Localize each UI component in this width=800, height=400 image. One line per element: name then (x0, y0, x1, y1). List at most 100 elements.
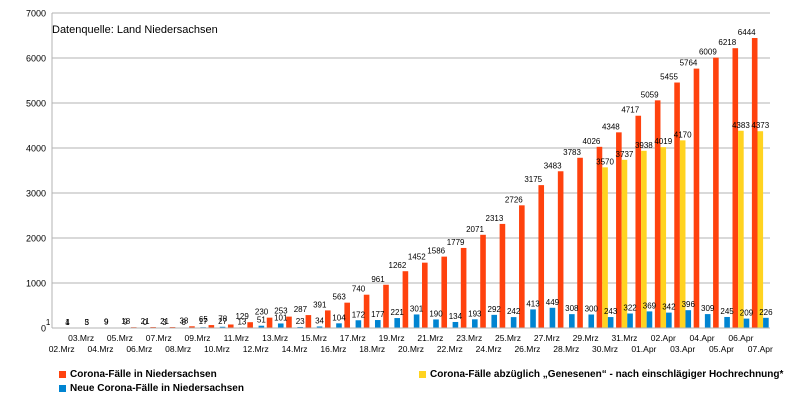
y-tick-label: 1000 (26, 279, 46, 289)
data-label: 243 (604, 307, 618, 316)
bar (530, 309, 536, 328)
source-note: Datenquelle: Land Niedersachsen (52, 24, 218, 36)
bar (499, 223, 506, 328)
x-tick-label: 25.Mrz (495, 333, 521, 343)
x-tick-label: 07.Apr (748, 344, 773, 354)
data-label: 6218 (718, 38, 736, 47)
data-label: 65 (199, 315, 208, 324)
x-tick-label: 01.Apr (631, 344, 656, 354)
data-label: 134 (449, 312, 463, 321)
x-tick-label: 13.Mrz (262, 333, 288, 343)
bar (654, 100, 661, 328)
data-label: 4383 (732, 121, 750, 130)
bar (452, 321, 459, 328)
x-tick-label: 24.Mrz (476, 344, 502, 354)
data-label: 6444 (738, 28, 756, 37)
data-label: 3783 (563, 148, 581, 157)
legend-label: Corona-Fälle in Niedersachsen (70, 369, 217, 380)
legend-item-total-cases: Corona-Fälle in Niedersachsen (59, 369, 217, 380)
data-label: 0 (143, 318, 148, 327)
bar (557, 171, 564, 328)
bar (627, 313, 633, 328)
data-label: 101 (274, 313, 288, 322)
bar (247, 322, 253, 328)
data-label: 563 (333, 293, 347, 302)
bar (519, 205, 525, 328)
bar (588, 314, 595, 328)
x-tick-label: 02.Mrz (49, 344, 75, 354)
bar (336, 323, 342, 328)
x-tick-label: 15.Mrz (301, 333, 327, 343)
bar (693, 68, 700, 329)
data-label: 9 (104, 318, 109, 327)
bar (674, 82, 680, 329)
data-label: 221 (391, 308, 405, 317)
data-label: 27 (218, 317, 227, 326)
bar (344, 302, 350, 328)
data-label: 5764 (680, 59, 698, 68)
data-label: 4373 (751, 121, 769, 130)
data-label: 226 (759, 308, 773, 317)
data-label: 449 (546, 298, 560, 307)
bar (258, 325, 265, 328)
bar (227, 324, 234, 328)
legend-label: Neue Corona-Fälle in Niedersachsen (70, 383, 244, 394)
bar (704, 314, 711, 328)
bar (621, 159, 628, 328)
x-tick-label: 04.Apr (690, 333, 715, 343)
bar (577, 157, 583, 328)
x-axis: 02.Mrz03.Mrz04.Mrz05.Mrz06.Mrz07.Mrz08.M… (49, 327, 773, 354)
bar (460, 247, 467, 328)
data-label: 23 (296, 317, 305, 326)
data-label: 4019 (654, 137, 672, 146)
data-label: 78 (218, 314, 227, 323)
bar (538, 185, 545, 328)
data-label: 4717 (621, 106, 639, 115)
x-tick-label: 07.Mrz (146, 333, 172, 343)
data-label: 4026 (583, 137, 601, 146)
bar (635, 115, 642, 328)
x-tick-label: 09.Mrz (185, 333, 211, 343)
bar (433, 319, 439, 328)
x-tick-label: 29.Mrz (573, 333, 599, 343)
x-tick-label: 28.Mrz (553, 344, 579, 354)
legend-item-new-cases: Neue Corona-Fälle in Niedersachsen (59, 383, 244, 394)
x-tick-label: 19.Mrz (379, 333, 405, 343)
bar (738, 130, 744, 328)
y-tick-label: 7000 (26, 9, 46, 19)
data-label: 9 (123, 318, 128, 327)
data-label: 104 (332, 313, 346, 322)
bar (383, 284, 389, 328)
x-tick-label: 22.Mrz (437, 344, 463, 354)
data-label: 3 (162, 318, 167, 327)
x-tick-label: 21.Mrz (417, 333, 443, 343)
data-label: 3483 (544, 161, 562, 170)
x-tick-label: 03.Apr (670, 344, 695, 354)
bar (480, 234, 486, 328)
data-label: 0 (182, 318, 187, 327)
bar (305, 315, 312, 328)
y-tick-label: 6000 (26, 54, 46, 64)
data-label: 300 (585, 305, 599, 314)
bar (660, 147, 667, 328)
bar (266, 317, 273, 328)
data-label: 1586 (427, 247, 445, 256)
data-label: 3570 (596, 157, 614, 166)
y-tick-label: 2000 (26, 234, 46, 244)
data-label: 2071 (466, 225, 484, 234)
bar (666, 312, 672, 328)
bar (596, 146, 603, 328)
data-label: 369 (643, 301, 657, 310)
data-label: 413 (526, 299, 540, 308)
data-label: 1 (46, 318, 51, 327)
bar (743, 318, 750, 328)
data-label: 2313 (486, 214, 504, 223)
bar (441, 256, 448, 328)
legend-item-active-cases: Corona-Fälle abzüglich „Genesenen“ - nac… (419, 369, 783, 380)
bar (208, 325, 215, 328)
data-label: 193 (468, 309, 482, 318)
y-tick-label: 3000 (26, 189, 46, 199)
x-tick-label: 06.Apr (728, 333, 753, 343)
legend-label: Corona-Fälle abzüglich „Genesenen“ - nac… (430, 369, 784, 380)
x-tick-label: 03.Mrz (68, 333, 94, 343)
